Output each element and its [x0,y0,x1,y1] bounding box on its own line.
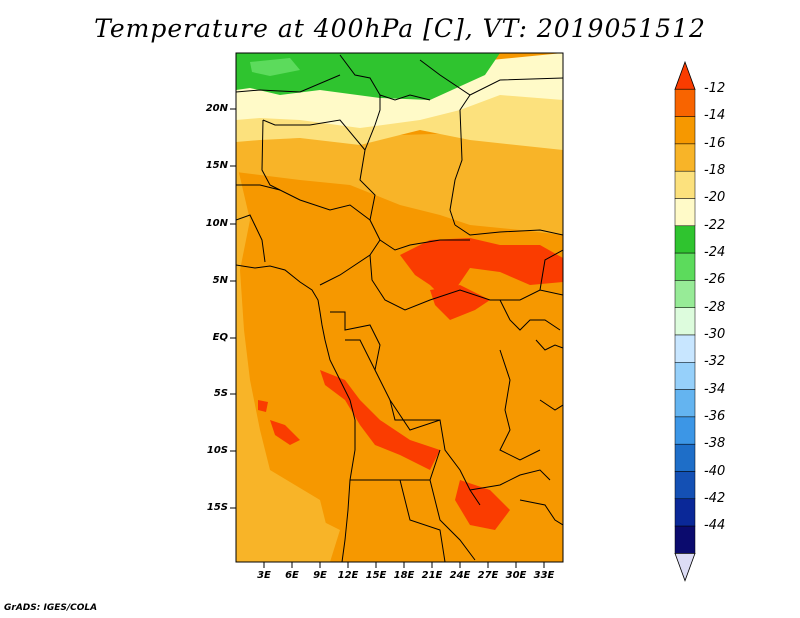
colorbar-label: -22 [704,218,726,233]
colorbar-label: -30 [704,327,726,342]
colorbar-swatch [674,389,696,418]
colorbar-label: -32 [704,354,726,369]
plot-frame [235,52,564,563]
colorbar-top-arrow [674,60,696,90]
colorbar-label: -42 [704,491,726,506]
lat-ticks [230,108,236,509]
field-26-24-patch [250,58,300,76]
colorbar-bottom-arrow [674,553,696,582]
field-sw-corner [236,470,340,562]
lon-label: 21E [421,570,443,581]
field-north-band [236,130,563,235]
lon-label: 30E [505,570,527,581]
colorbar [674,60,696,582]
colorbar-swatch [674,416,696,445]
field-warm-atlantic2 [258,400,268,412]
lon-ticks [263,562,545,568]
colorbar-label: -18 [704,163,726,178]
lon-label: 33E [533,570,555,581]
lat-label: 20N [205,103,228,114]
colorbar-swatch [674,307,696,336]
borders [236,54,563,562]
lon-label: 18E [393,570,415,581]
lon-label: 6E [285,570,299,581]
lon-label: 3E [257,570,271,581]
colorbar-swatch [674,280,696,308]
colorbar-swatch [674,225,696,254]
colorbar-label: -16 [704,136,726,151]
grads-credit: GrADS: IGES/COLA [4,603,98,613]
colorbar-label: -36 [704,409,726,424]
lon-label: 27E [477,570,499,581]
colorbar-swatch [674,443,696,472]
lat-label: 15N [205,160,228,171]
chart-title: Temperature at 400hPa [C], VT: 201905151… [94,14,706,43]
lat-label: 10S [206,445,228,456]
colorbar-label: -38 [704,436,726,451]
field-warm-zambia [455,480,510,530]
lon-label: 15E [365,570,387,581]
colorbar-swatch [674,525,696,554]
lat-label: EQ [212,332,228,343]
colorbar-swatch [674,143,696,172]
colorbar-swatch [674,170,696,199]
lat-label: 15S [206,502,228,513]
colorbar-label: -20 [704,190,726,205]
colorbar-label: -12 [704,81,726,96]
colorbar-swatch [674,498,696,527]
lat-label: 10N [205,218,228,229]
colorbar-label: -40 [704,464,726,479]
field-warm-congo [430,285,490,320]
colorbar-label: -24 [704,245,726,260]
colorbar-swatch [674,362,696,390]
colorbar-swatch [674,116,696,145]
field-west-band [236,160,330,562]
colorbar-swatch [674,198,696,227]
colorbar-label: -34 [704,382,726,397]
colorbar-swatch [674,252,696,281]
lat-label: 5S [213,388,228,399]
lat-label: 5N [212,275,228,286]
colorbar-label: -28 [704,300,726,315]
colorbar-swatch [674,471,696,500]
field-warm-coast [320,370,440,470]
field-warm-car [400,238,563,300]
colorbar-label: -14 [704,108,726,123]
lon-label: 12E [337,570,359,581]
colorbar-swatch [674,334,696,363]
field-24-22-band [236,53,500,100]
colorbar-label: -44 [704,518,726,533]
colorbar-swatch [674,89,696,117]
lon-label: 24E [449,570,471,581]
colorbar-label: -26 [704,272,726,287]
lon-label: 9E [313,570,327,581]
field-warm-atlantic [270,420,300,445]
